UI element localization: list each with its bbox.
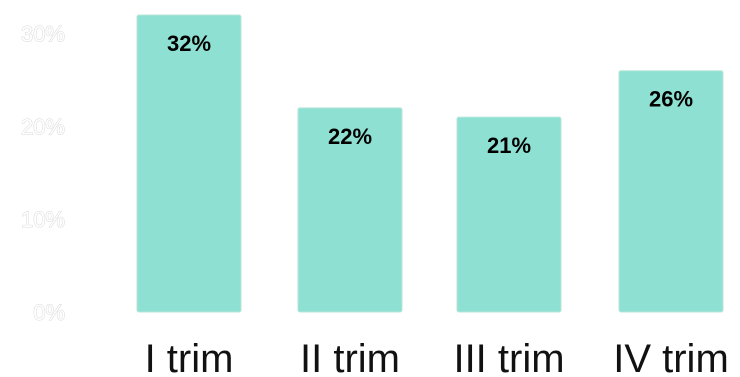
x-tick-label: III trim — [453, 337, 564, 377]
data-labels: 32% 22% 21% 26% — [167, 31, 693, 158]
bar-4 — [618, 70, 724, 313]
bar-1 — [136, 14, 242, 313]
y-tick-label: 20% — [21, 114, 65, 139]
y-tick-label: 30% — [21, 22, 65, 47]
bar-3 — [456, 116, 562, 313]
data-label: 32% — [167, 31, 211, 56]
data-label: 22% — [328, 124, 372, 149]
data-label: 26% — [649, 87, 693, 112]
x-tick-label: I trim — [145, 337, 234, 377]
bars — [136, 14, 724, 313]
x-tick-label: II trim — [300, 337, 400, 377]
x-axis: I trim II trim III trim IV trim — [145, 337, 729, 377]
y-tick-label: 0% — [33, 300, 65, 325]
y-tick-label: 10% — [21, 207, 65, 232]
data-label: 21% — [487, 133, 531, 158]
bar-2 — [297, 107, 403, 313]
y-axis: 0% 10% 20% 30% — [20, 21, 65, 325]
x-tick-label: IV trim — [613, 337, 729, 377]
